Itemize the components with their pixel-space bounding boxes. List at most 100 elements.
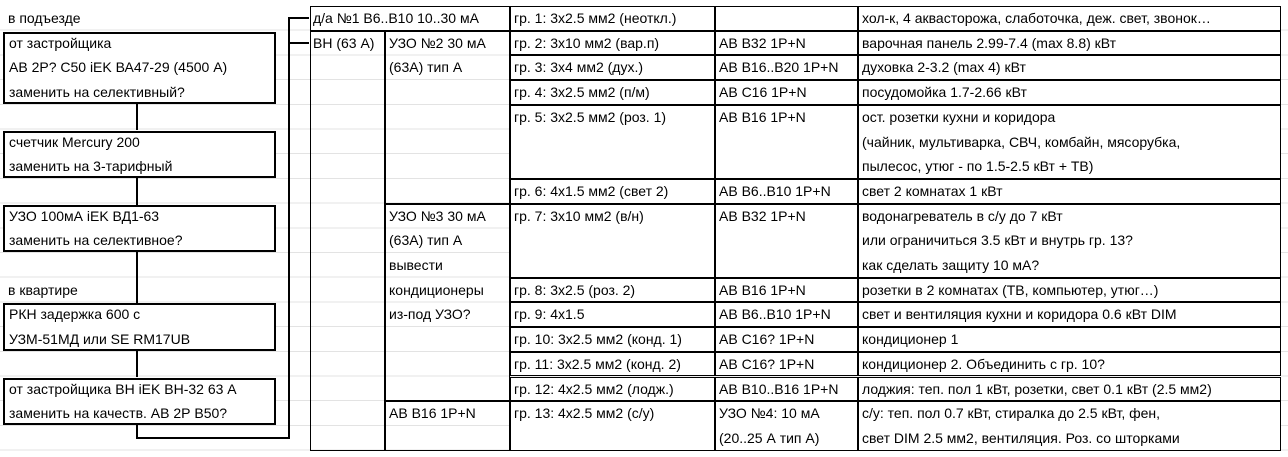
load-text: свет 2 комнатах 1 кВт: [862, 182, 1003, 199]
cell: [715, 327, 858, 352]
cell: [715, 277, 858, 303]
cell: [858, 327, 1281, 352]
cell: [715, 55, 858, 81]
device-text: АВ 2Р? C50 iEK ВА47-29 (4500 А): [9, 59, 228, 76]
device-text: из-под УЗО?: [389, 306, 471, 323]
group-text: гр. 5: 3х2.5 мм2 (роз. 1): [514, 108, 667, 125]
cell: [715, 401, 858, 451]
device-text: УЗО 100мА iEK ВД1-63: [9, 207, 160, 224]
load-text: посудомойка 1.7-2.66 кВт: [862, 84, 1027, 101]
breaker-text: АВ В6..В10 1Р+N: [719, 306, 831, 323]
cell: [510, 203, 715, 278]
load-text: (чайник, мультиварка, СВЧ, комбайн, мясо…: [862, 133, 1181, 150]
group-text: гр. 12: 4х2.5 мм2 (лодж.): [514, 380, 674, 397]
load-text: лоджия: теп. пол 1 кВт, розетки, свет 0.…: [862, 380, 1212, 397]
load-text: духовка 2-3.2 (max 4) кВт: [862, 59, 1026, 76]
cell: [715, 104, 858, 179]
load-text: кондиционер 2. Объединить с гр. 10?: [862, 355, 1105, 372]
cell: [385, 30, 510, 204]
cell: [310, 6, 510, 31]
group-text: гр. 10: 3х2.5 мм2 (конд. 1): [514, 331, 682, 348]
device-text: (63А) тип А: [389, 59, 463, 76]
load-text: кондиционер 1: [862, 331, 959, 348]
connector: [288, 17, 290, 438]
group-text: гр. 2: 3х10 мм2 (вар.п): [514, 34, 660, 51]
connector: [136, 103, 138, 131]
group-text: гр. 13: 4х2.5 мм2 (с/у): [514, 405, 655, 422]
cell: [715, 30, 858, 56]
cell: [510, 401, 715, 451]
cell: [510, 376, 715, 402]
device-text: счетчик Mercury 200: [9, 133, 140, 150]
group-text: гр. 8: 3х2.5 (роз. 2): [514, 281, 636, 298]
cell: [858, 277, 1281, 303]
cell: [510, 351, 715, 377]
section-label: в подъезде: [8, 10, 81, 26]
device-text: д/а №1 В6..В10 10..30 мА: [313, 10, 479, 26]
breaker-text: АВ В32 1Р+N: [719, 207, 806, 224]
breaker-text: АВ В6..В10 1Р+N: [719, 182, 831, 199]
cell: [858, 30, 1281, 56]
cell: [510, 327, 715, 352]
main-text: ВН (63 А): [313, 34, 375, 51]
cell: [858, 80, 1281, 105]
device-text: от застройщика ВН iEK ВН-32 63 А: [9, 380, 237, 397]
load-text: хол-к, 4 аквасторожа, слаботочка, деж. с…: [862, 10, 1211, 26]
cell: [715, 6, 858, 31]
cell: [510, 55, 715, 81]
cell: [715, 178, 858, 204]
connector: [136, 252, 138, 304]
group-text: гр. 4: 3х2.5 мм2 (п/м): [514, 84, 650, 101]
device-text: заменить на 3-тарифный: [9, 158, 173, 175]
load-text: как сделать защиту 10 мА?: [862, 257, 1040, 273]
load-text: с/у: теп. пол 0.7 кВт, стиралка до 2.5 к…: [862, 405, 1161, 422]
cell: [510, 277, 715, 303]
connector: [288, 41, 309, 44]
cell: [858, 104, 1281, 179]
group-text: гр. 3: 3х4 мм2 (дух.): [514, 59, 644, 76]
breaker-text: АВ В16 1Р+N: [719, 108, 806, 125]
load-text: пылесос, утюг - по 1.5-2.5 кВт + ТВ): [862, 158, 1094, 175]
load-text: розетки в 2 комнатах (ТВ, компьютер, утю…: [862, 281, 1159, 298]
device-text: (63А) тип А: [389, 232, 463, 249]
group-text: гр. 7: 3х10 мм2 (в/н): [514, 207, 644, 224]
device-box: [3, 303, 276, 351]
device-box: [3, 377, 276, 425]
device-text: кондиционеры: [389, 281, 484, 298]
connector: [136, 177, 138, 205]
cell: [858, 351, 1281, 377]
cell: [510, 178, 715, 204]
cell: [715, 351, 858, 377]
cell: [510, 30, 715, 56]
device-text: заменить на качеств. АВ 2Р В50?: [9, 405, 228, 422]
cell: [858, 178, 1281, 204]
breaker-text: АВ В16 1Р+N: [719, 281, 806, 298]
device-text: заменить на селективный?: [9, 84, 185, 101]
cell: [858, 6, 1281, 31]
cell: [858, 302, 1281, 328]
breaker-text: АВ С16? 1Р+N: [719, 331, 815, 348]
breaker-text: АВ В16..В20 1Р+N: [719, 59, 839, 76]
cell: [715, 80, 858, 105]
device-text: АВ В16 1Р+N: [389, 405, 476, 422]
load-text: свет и вентиляция кухни и коридора 0.6 к…: [862, 306, 1177, 323]
cell: [510, 6, 715, 31]
connector: [136, 436, 290, 439]
connector: [136, 350, 138, 378]
breaker-text: АВ С16? 1Р+N: [719, 355, 815, 372]
cell: [858, 55, 1281, 81]
load-text: или ограничиться 3.5 кВт и внутрь гр. 13…: [862, 232, 1133, 249]
group-text: гр. 6: 4х1.5 мм2 (свет 2): [514, 182, 669, 199]
breaker-text: УЗО №4: 10 мА: [719, 405, 820, 422]
device-text: от застройщика: [9, 34, 112, 51]
group-text: гр. 9: 4х1.5: [514, 306, 585, 323]
connector: [288, 17, 309, 19]
load-text: варочная панель 2.99-7.4 (max 8.8) кВт: [862, 34, 1117, 51]
device-text: УЗО №2 30 мА: [389, 34, 486, 51]
cell: [510, 302, 715, 328]
device-text: УЗО №3 30 мА: [389, 207, 486, 224]
cell: [858, 401, 1281, 451]
breaker-text: АВ В10..В16 1Р+N: [719, 380, 839, 397]
cell: [510, 104, 715, 179]
